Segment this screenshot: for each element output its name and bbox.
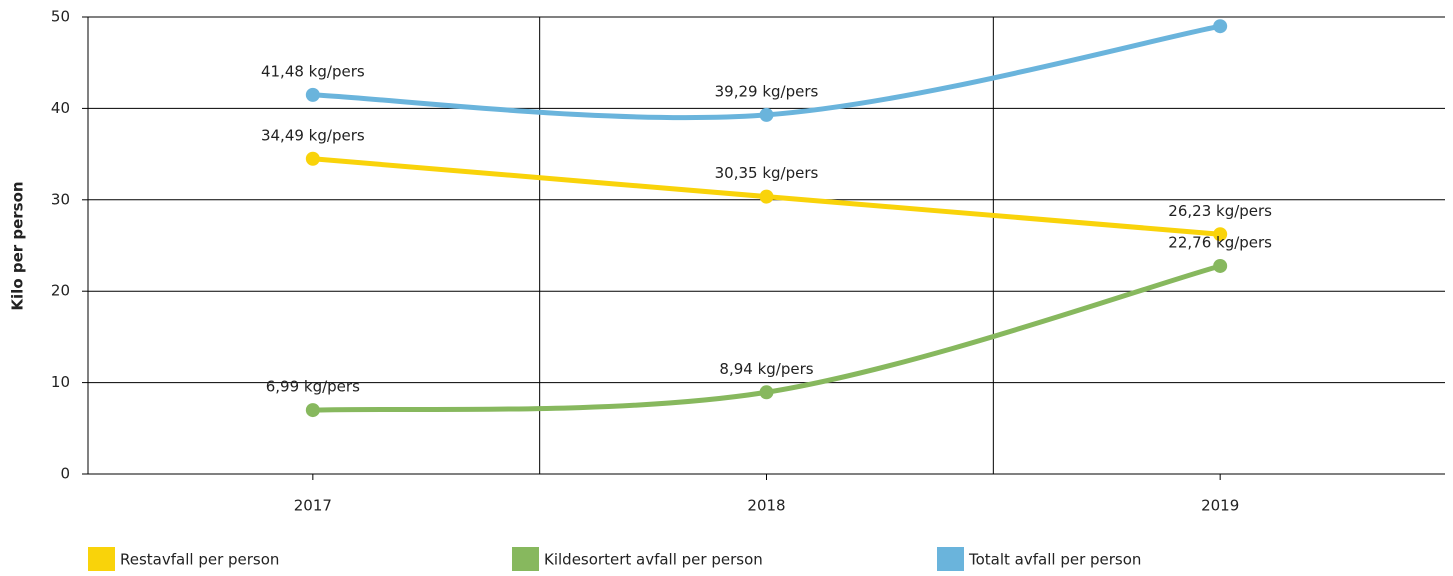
data-label: 6,99 kg/pers	[266, 378, 360, 396]
series-line	[310, 23, 1223, 121]
y-tick-label: 40	[51, 99, 70, 117]
y-tick-label: 50	[51, 8, 70, 26]
data-label: 34,49 kg/pers	[261, 126, 365, 144]
x-tick-label: 2018	[747, 497, 785, 515]
data-point	[1213, 258, 1228, 273]
x-tick-label: 2017	[294, 497, 332, 515]
data-point	[759, 107, 774, 122]
legend-label: Kildesortert avfall per person	[544, 551, 763, 569]
data-label: 8,94 kg/pers	[719, 360, 813, 378]
x-tick-label: 2019	[1201, 497, 1239, 515]
y-tick-label: 20	[51, 282, 70, 300]
data-label: 26,23 kg/pers	[1168, 202, 1272, 220]
data-point	[305, 87, 320, 102]
data-point	[1213, 227, 1228, 242]
data-label: 30,35 kg/pers	[715, 164, 819, 182]
data-point	[759, 385, 774, 400]
data-point	[759, 189, 774, 204]
data-point	[1213, 19, 1228, 34]
data-label: 39,29 kg/pers	[715, 82, 819, 100]
legend-swatch	[937, 547, 964, 571]
data-label: 41,48 kg/pers	[261, 62, 365, 80]
legend-swatch	[512, 547, 539, 571]
y-tick-label: 0	[60, 465, 70, 483]
data-point	[305, 151, 320, 166]
y-tick-label: 30	[51, 190, 70, 208]
data-point	[305, 403, 320, 418]
y-tick-label: 10	[51, 373, 70, 391]
data-label: 22,76 kg/pers	[1168, 233, 1272, 251]
legend-swatch	[88, 547, 115, 571]
legend-label: Restavfall per person	[120, 551, 279, 569]
y-axis-title: Kilo per person	[9, 181, 27, 310]
legend-label: Totalt avfall per person	[968, 551, 1141, 569]
